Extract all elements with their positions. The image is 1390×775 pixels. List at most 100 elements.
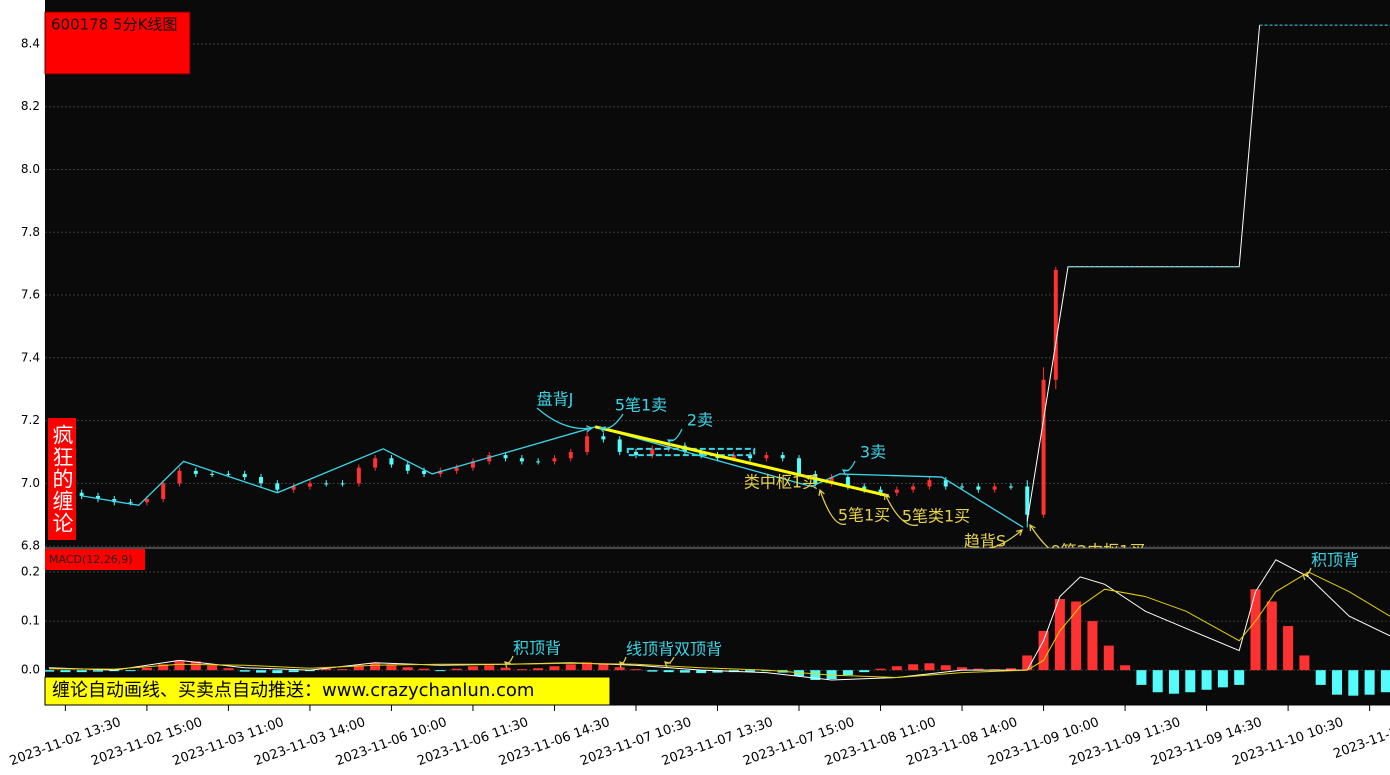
candle-body — [650, 448, 655, 456]
macd-bar — [337, 669, 348, 671]
macd-bar — [467, 666, 478, 671]
plot-background — [45, 0, 1390, 705]
candle-body — [911, 486, 916, 490]
annotation-arrow-head — [598, 426, 607, 433]
annotation-arrow — [819, 489, 847, 525]
annotation-arrow-head — [841, 469, 850, 476]
macd-bar — [1054, 599, 1065, 671]
macd-bar — [810, 670, 821, 680]
macd-bar — [1185, 670, 1196, 693]
macd-bar — [435, 670, 446, 672]
y-tick-label: 7.8 — [21, 225, 40, 239]
candle-body — [552, 458, 557, 462]
candle-body — [976, 486, 981, 490]
macd-bar — [973, 668, 984, 671]
macd-bar — [76, 670, 87, 673]
macd-bar — [1022, 655, 1033, 671]
macd-bar — [1315, 670, 1326, 685]
candle-body — [601, 436, 606, 440]
annotation-arrow-head — [586, 425, 594, 433]
annotation: 线顶背 — [626, 640, 674, 659]
candle-body — [389, 458, 394, 465]
annotation-arrow-head — [1029, 523, 1036, 532]
macd-bar — [1087, 621, 1098, 671]
macd-bar — [1168, 670, 1179, 694]
macd-bar — [924, 663, 935, 671]
macd-bar — [891, 666, 902, 671]
macd-bar — [239, 670, 250, 672]
macd-bar — [908, 664, 919, 671]
annotation-arrow — [599, 413, 624, 430]
candle-body — [927, 480, 932, 487]
candle-body — [405, 464, 410, 471]
candle-body — [829, 477, 834, 484]
macd-bar — [321, 668, 332, 671]
annotation: 2卖 — [687, 411, 713, 430]
annotation-arrow — [989, 529, 1023, 548]
candle-body — [438, 470, 443, 474]
macd-bar — [647, 670, 658, 672]
macd-bar — [402, 667, 413, 671]
title-box — [44, 11, 191, 75]
candle-body — [943, 480, 948, 487]
candle-body — [79, 492, 84, 496]
macd-bar — [484, 665, 495, 671]
macd-bar — [223, 668, 234, 671]
macd-bar — [141, 667, 152, 671]
chart-title: 600178 5分K线图 — [51, 16, 177, 34]
macd-bar — [60, 670, 71, 673]
macd-bar — [174, 660, 185, 671]
y-tick-label: 7.6 — [21, 288, 40, 302]
y-tick-label: 8.0 — [21, 162, 40, 176]
annotation-arrow-head — [884, 492, 891, 501]
macd-bar — [1136, 670, 1147, 685]
macd-title: MACD(12,26,9) — [49, 553, 133, 566]
annotation-arrow-head — [1016, 529, 1023, 536]
macd-bar — [386, 664, 397, 671]
macd-bar — [1152, 670, 1163, 693]
macd-line — [49, 571, 1390, 679]
macd-bar — [712, 670, 723, 673]
candle-body — [291, 486, 296, 490]
macd-bar — [679, 670, 690, 673]
y-tick-label: 8.4 — [21, 36, 40, 50]
macd-bar — [1201, 670, 1212, 690]
candle-body — [373, 458, 378, 468]
macd-bar — [1250, 589, 1261, 671]
macd-bar — [582, 662, 593, 671]
candle-body — [210, 473, 215, 475]
macd-bar — [549, 666, 560, 671]
annotation-arrow — [884, 493, 919, 526]
y-tick-label: 0.2 — [21, 565, 40, 579]
annotation-arrow — [536, 407, 593, 430]
y-tick-label: 0.0 — [21, 663, 40, 677]
candle-body — [731, 455, 736, 459]
banner: 缠论自动画线、买卖点自动推送：www.crazychanlun.com — [52, 680, 534, 701]
candle-body — [797, 458, 802, 474]
annotation: 类中枢1买 — [744, 473, 818, 492]
candle-body — [161, 483, 166, 500]
candle-body — [845, 477, 850, 487]
candle-body — [128, 502, 133, 504]
macd-bar — [875, 668, 886, 671]
y-tick-label: 7.4 — [21, 350, 40, 364]
candle-body — [878, 489, 883, 493]
macd-bar — [1283, 626, 1294, 671]
annotation: 盘背J — [537, 390, 574, 409]
candle-body — [780, 455, 785, 459]
y-tick-label: 8.2 — [21, 99, 40, 113]
candle-body — [503, 455, 508, 459]
macd-bar — [1332, 670, 1343, 695]
macd-bar — [859, 670, 870, 673]
candle-body — [324, 483, 329, 485]
macd-bar — [1120, 665, 1131, 671]
candle-body — [1041, 379, 1046, 515]
macd-bar — [370, 662, 381, 671]
stroke-line — [81, 426, 1024, 528]
candle-body — [193, 470, 198, 474]
banner-box — [44, 676, 611, 706]
candle-body — [340, 483, 345, 485]
annotation: 趋背S — [964, 532, 1006, 551]
annotation-arrow-head — [818, 488, 825, 497]
macd-bar — [598, 664, 609, 671]
